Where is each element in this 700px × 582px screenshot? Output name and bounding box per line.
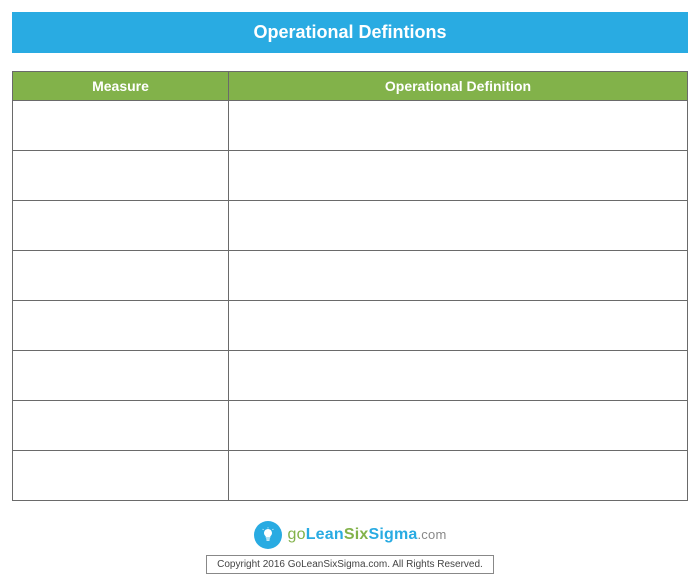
page-title: Operational Defintions — [12, 12, 688, 53]
table-row — [13, 401, 688, 451]
logo-seg-six: Six — [344, 526, 369, 543]
cell-definition — [229, 451, 688, 501]
logo-seg-com: .com — [418, 527, 447, 542]
column-header-definition: Operational Definition — [229, 72, 688, 101]
cell-measure — [13, 251, 229, 301]
cell-measure — [13, 401, 229, 451]
table-row — [13, 301, 688, 351]
cell-measure — [13, 201, 229, 251]
document-page: Operational Defintions Measure Operation… — [0, 0, 700, 582]
cell-measure — [13, 101, 229, 151]
cell-definition — [229, 301, 688, 351]
brand-logo: goLeanSixSigma.com — [254, 521, 447, 549]
footer: goLeanSixSigma.com Copyright 2016 GoLean… — [12, 521, 688, 574]
column-header-measure: Measure — [13, 72, 229, 101]
cell-measure — [13, 151, 229, 201]
cell-definition — [229, 151, 688, 201]
table-row — [13, 351, 688, 401]
cell-measure — [13, 451, 229, 501]
cell-definition — [229, 201, 688, 251]
cell-definition — [229, 101, 688, 151]
definitions-table: Measure Operational Definition — [12, 71, 688, 501]
cell-measure — [13, 351, 229, 401]
table-row — [13, 251, 688, 301]
cell-definition — [229, 401, 688, 451]
logo-seg-lean: Lean — [306, 526, 344, 543]
logo-seg-go: go — [288, 526, 306, 543]
cell-definition — [229, 251, 688, 301]
logo-seg-sigma: Sigma — [368, 526, 417, 543]
table-header-row: Measure Operational Definition — [13, 72, 688, 101]
table-row — [13, 151, 688, 201]
table-row — [13, 101, 688, 151]
cell-definition — [229, 351, 688, 401]
brand-wordmark: goLeanSixSigma.com — [288, 526, 447, 544]
cell-measure — [13, 301, 229, 351]
table-row — [13, 451, 688, 501]
copyright-text: Copyright 2016 GoLeanSixSigma.com. All R… — [206, 555, 494, 574]
lightbulb-icon — [254, 521, 282, 549]
table-row — [13, 201, 688, 251]
